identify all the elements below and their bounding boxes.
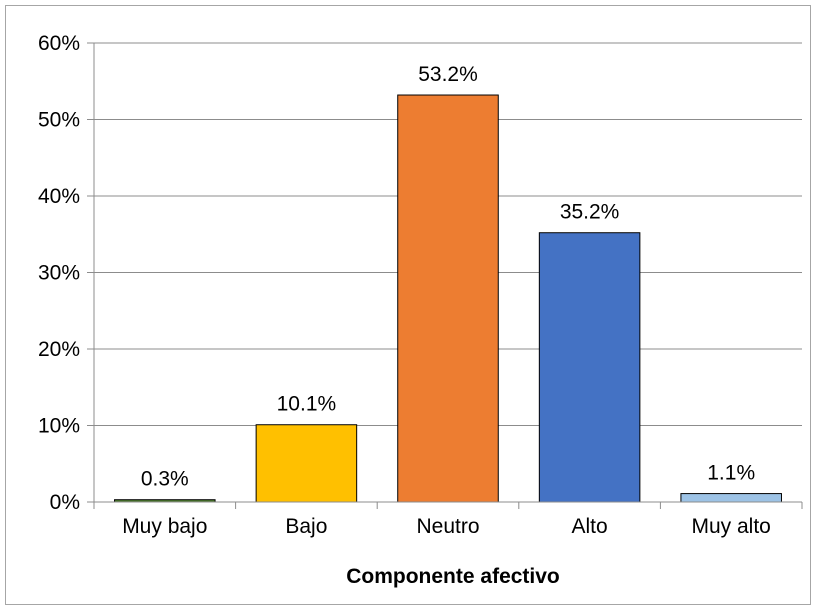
bar (538, 232, 641, 503)
y-tick-label: 20% (38, 338, 80, 361)
x-tick-label: Muy alto (692, 515, 771, 538)
bars (114, 94, 782, 503)
bar (397, 94, 499, 503)
y-tick-label: 10% (38, 415, 80, 438)
bar (680, 493, 782, 503)
y-tick-label: 60% (38, 32, 80, 55)
x-tick-label: Bajo (285, 515, 327, 538)
y-tick-label: 0% (50, 491, 80, 514)
y-tick-label: 50% (38, 109, 80, 132)
x-tick-label: Alto (572, 515, 608, 538)
data-label: 0.3% (141, 468, 189, 491)
data-labels: 0.3% 10.1% 53.2% 35.2% 1.1% (141, 63, 755, 491)
x-axis: Muy bajo Bajo Neutro Alto Muy alto (93, 501, 803, 538)
x-tick-label: Neutro (416, 515, 479, 538)
data-label: 35.2% (560, 201, 620, 224)
data-label: 53.2% (418, 63, 478, 86)
x-tick-label: Muy bajo (122, 515, 207, 538)
data-label: 10.1% (277, 393, 337, 416)
y-tick-label: 40% (38, 185, 80, 208)
x-axis-title: Componente afectivo (346, 565, 560, 588)
data-label: 1.1% (707, 462, 755, 485)
y-tick-label: 30% (38, 262, 80, 285)
y-axis-ticks: 0% 10% 20% 30% 40% 50% 60% (38, 32, 95, 514)
bar (255, 424, 358, 503)
